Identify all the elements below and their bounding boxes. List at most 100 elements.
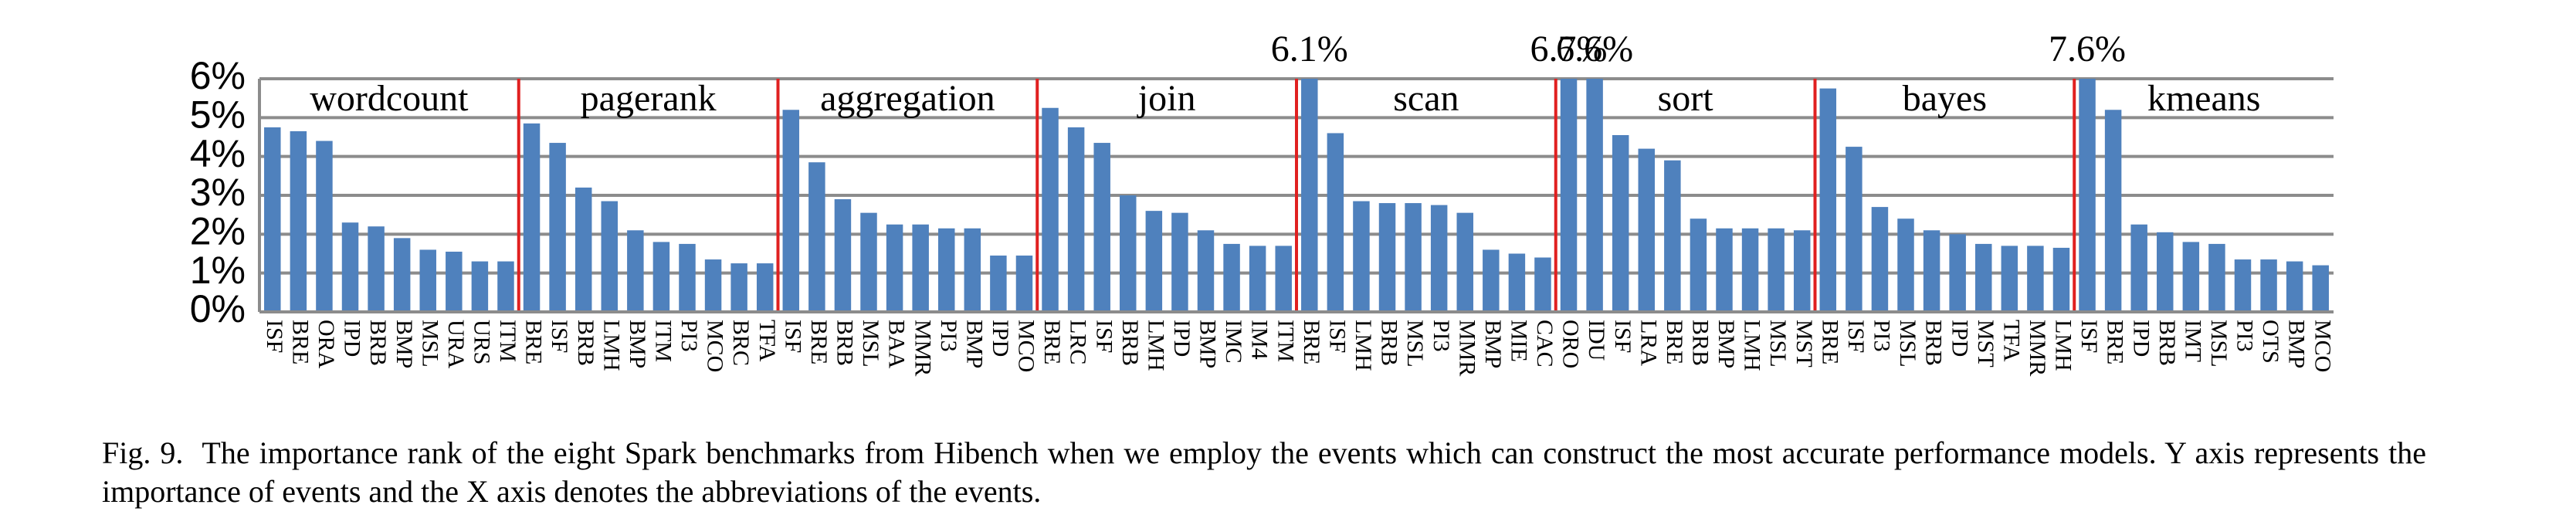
bar — [2079, 79, 2096, 312]
group-label: kmeans — [2147, 78, 2261, 119]
bar — [1612, 134, 1629, 312]
x-tick-label: ISF — [1610, 320, 1635, 353]
x-tick-label: IMT — [2180, 320, 2205, 362]
bar — [368, 226, 385, 312]
x-tick-label: PI3 — [1429, 320, 1454, 352]
x-tick-label: CAC — [1532, 320, 1557, 368]
y-tick-label: 1% — [190, 249, 246, 292]
bar — [2104, 110, 2122, 312]
bar — [497, 261, 514, 312]
x-tick-label: LMH — [1351, 320, 1376, 371]
x-tick-label: PI3 — [936, 320, 961, 352]
bar — [679, 243, 696, 312]
x-tick-label: BRE — [2103, 320, 2128, 364]
x-tick-label: PI3 — [676, 320, 702, 352]
bar — [1327, 133, 1344, 312]
x-tick-label: MST — [1791, 320, 1817, 368]
bar — [2260, 259, 2277, 312]
x-tick-label: MSL — [858, 320, 883, 368]
bar — [886, 224, 903, 312]
bar — [1897, 218, 1914, 312]
x-tick-label: ISF — [1843, 320, 1869, 353]
bar — [1067, 127, 1085, 312]
bar — [2130, 224, 2147, 312]
x-tick-label: BRC — [728, 320, 754, 366]
bar — [860, 212, 877, 312]
x-tick-label: LMH — [2051, 320, 2076, 371]
bar — [2234, 259, 2252, 312]
bar — [1871, 207, 1889, 312]
bar — [627, 230, 644, 312]
bar — [782, 110, 800, 312]
x-tick-label: MSL — [2206, 320, 2232, 368]
y-tick-label: 2% — [190, 210, 246, 253]
caption-label: Fig. 9. — [102, 435, 184, 470]
bar — [1534, 257, 1551, 312]
x-tick-label: IPD — [340, 320, 365, 357]
x-tick-label: MSL — [1895, 320, 1920, 368]
bar — [1093, 143, 1110, 312]
bar — [990, 256, 1007, 312]
value-label: 6.6% — [1556, 29, 1633, 69]
bar — [1378, 203, 1396, 312]
bar — [1690, 218, 1707, 312]
bar — [937, 228, 955, 312]
x-tick-label: ISF — [1324, 320, 1350, 353]
bar — [316, 141, 333, 312]
bar — [549, 143, 566, 312]
bar — [1275, 246, 1292, 312]
x-tick-label: LRA — [1635, 320, 1661, 366]
x-tick-label: BMP — [625, 320, 650, 368]
group-label: wordcount — [310, 78, 469, 119]
x-tick-label: ISF — [2076, 320, 2102, 353]
bar — [1819, 88, 1837, 312]
group-label: pagerank — [581, 78, 717, 119]
bar — [1716, 228, 1733, 312]
bar — [1120, 195, 1137, 312]
bar — [2027, 246, 2044, 312]
value-label: 7.6% — [2049, 29, 2126, 69]
x-tick-label: PI3 — [2232, 320, 2258, 352]
x-tick-label: BMP — [1480, 320, 1506, 368]
bar — [2001, 246, 2018, 312]
bar — [1456, 212, 1473, 312]
y-tick-label: 6% — [190, 54, 246, 97]
x-tick-label: BRB — [2154, 320, 2180, 366]
x-tick-label: BRE — [1299, 320, 1324, 364]
bar — [2312, 265, 2329, 312]
group-label: sort — [1658, 78, 1714, 119]
x-tick-label: ORO — [1558, 320, 1584, 368]
bar — [446, 251, 463, 312]
bar — [1846, 147, 1863, 312]
bar — [2182, 242, 2200, 312]
bar — [1974, 243, 1992, 312]
x-tick-label: TFA — [754, 320, 780, 362]
x-tick-label: BRB — [832, 320, 858, 366]
x-tick-label: BRE — [287, 320, 313, 364]
bar — [264, 127, 281, 312]
bar — [393, 238, 411, 312]
caption-text: The importance rank of the eight Spark b… — [102, 435, 2427, 509]
x-tick-label: ISF — [547, 320, 572, 353]
chart: 0%1%2%3%4%5%6%ISF BRE ORA IPD BRB BMP MSL URA UR… — [190, 29, 2336, 376]
x-tick-label: BRB — [573, 320, 598, 366]
group-label: join — [1137, 78, 1196, 119]
x-tick-label: MCO — [703, 320, 728, 372]
bar — [471, 261, 489, 312]
y-tick-label: 3% — [190, 171, 246, 214]
bar — [964, 228, 981, 312]
x-tick-label: MMR — [1454, 320, 1480, 376]
x-tick-label: URA — [443, 320, 469, 369]
bar — [1768, 228, 1785, 312]
x-tick-label: MCO — [1014, 320, 1039, 372]
bar — [1483, 249, 1500, 312]
group-label: scan — [1393, 78, 1459, 119]
bar — [1405, 203, 1422, 312]
x-tick-label: BMP — [2284, 320, 2310, 368]
x-tick-label: LMH — [1143, 320, 1168, 371]
x-tick-label: ISF — [1091, 320, 1117, 353]
y-tick-label: 4% — [190, 132, 246, 175]
x-tick-label: OTS — [2258, 320, 2283, 364]
bar — [1042, 107, 1059, 312]
